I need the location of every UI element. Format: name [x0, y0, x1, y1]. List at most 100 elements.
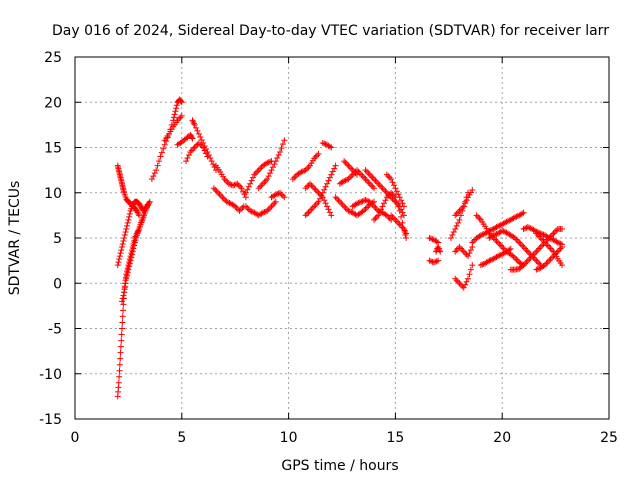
data-point	[230, 182, 237, 189]
data-point	[160, 145, 167, 152]
data-point	[247, 180, 254, 187]
y-tick-label: -15	[39, 412, 62, 428]
data-point	[185, 152, 192, 159]
data-point	[435, 257, 442, 264]
data-point	[254, 168, 261, 175]
data-point	[359, 173, 366, 180]
data-point	[316, 191, 323, 198]
data-point	[322, 183, 329, 190]
series-arc-g1	[362, 167, 407, 219]
data-point	[382, 197, 389, 204]
data-point	[261, 209, 268, 216]
data-point	[383, 194, 390, 201]
data-point	[244, 204, 251, 211]
data-point	[493, 238, 500, 245]
data-point	[372, 177, 379, 184]
data-point	[378, 206, 385, 213]
data-point	[127, 257, 134, 264]
data-point	[245, 183, 252, 190]
series-arc-f2	[336, 167, 378, 192]
data-point	[204, 153, 211, 160]
data-point	[232, 181, 239, 188]
series-arc-g3	[383, 171, 407, 210]
series-arc-i4	[452, 244, 476, 260]
data-point	[359, 198, 366, 205]
data-point	[453, 277, 460, 284]
data-point	[188, 134, 195, 141]
data-point	[121, 235, 128, 241]
data-point	[453, 247, 460, 254]
data-point	[390, 192, 397, 199]
data-point	[453, 210, 460, 217]
data-point	[304, 183, 311, 190]
data-point	[210, 161, 217, 168]
data-point	[278, 145, 285, 152]
data-point	[251, 171, 258, 178]
data-point	[216, 191, 223, 198]
data-point	[114, 262, 121, 269]
data-point	[537, 235, 544, 241]
data-point	[352, 170, 359, 177]
data-point	[547, 256, 554, 263]
series-arc-e2	[302, 162, 339, 219]
data-point	[275, 190, 282, 197]
data-point	[512, 214, 519, 221]
data-point	[328, 144, 335, 151]
data-point	[264, 176, 271, 183]
series-arc-e1	[289, 150, 322, 183]
data-point	[119, 319, 126, 326]
data-point	[358, 198, 365, 205]
data-point	[198, 142, 205, 149]
data-point	[521, 225, 528, 232]
data-point	[339, 201, 346, 208]
data-point	[118, 331, 125, 338]
data-point	[170, 114, 177, 121]
data-point	[342, 159, 349, 166]
data-point	[188, 147, 195, 154]
data-point	[248, 177, 255, 184]
data-point	[382, 188, 389, 195]
data-point	[173, 102, 180, 109]
data-point	[130, 245, 137, 252]
data-point	[551, 228, 558, 235]
data-point	[492, 231, 499, 238]
data-point	[457, 212, 464, 219]
series-arc-k3	[533, 244, 566, 273]
data-point	[122, 280, 129, 287]
data-point	[121, 289, 128, 296]
data-point	[456, 244, 463, 251]
data-point	[328, 171, 335, 178]
data-point	[184, 155, 191, 162]
data-point	[379, 203, 386, 210]
data-point	[459, 204, 466, 211]
data-point	[539, 236, 546, 243]
data-point	[116, 361, 123, 368]
data-point	[537, 244, 544, 251]
data-point	[123, 272, 130, 279]
data-point	[544, 242, 551, 249]
data-point	[402, 228, 409, 235]
data-point	[433, 258, 440, 265]
data-point	[118, 298, 125, 305]
data-point	[116, 367, 123, 374]
data-point	[308, 182, 315, 189]
data-point	[524, 248, 531, 255]
data-point	[262, 177, 269, 184]
data-point	[325, 206, 332, 213]
data-point	[383, 171, 390, 178]
series-arc-h2	[426, 257, 442, 266]
data-point	[543, 241, 550, 248]
data-point	[264, 159, 271, 166]
data-point	[306, 180, 313, 187]
data-point	[252, 170, 259, 177]
data-point	[531, 256, 538, 263]
data-point	[117, 355, 124, 362]
data-point	[368, 173, 375, 180]
data-point	[324, 203, 331, 210]
data-point	[494, 223, 501, 230]
data-point	[120, 238, 127, 245]
data-point	[187, 149, 194, 156]
data-point	[257, 165, 264, 172]
series-arc-a2	[114, 198, 153, 400]
data-point	[467, 247, 474, 254]
